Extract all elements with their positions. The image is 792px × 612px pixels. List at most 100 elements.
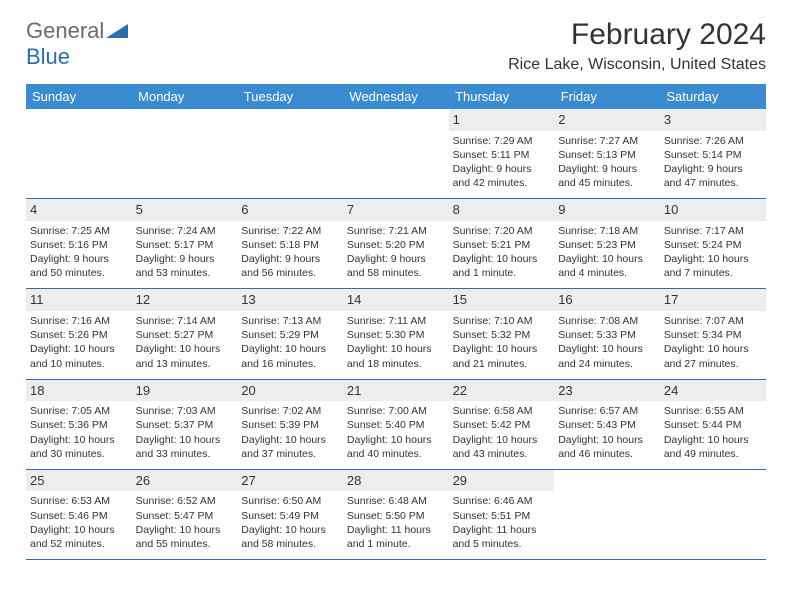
calendar-day-cell: 28Sunrise: 6:48 AMSunset: 5:50 PMDayligh…	[343, 469, 449, 559]
day-info-line: Sunset: 5:51 PM	[453, 509, 551, 523]
day-number: 29	[449, 470, 555, 492]
day-info-line: Sunrise: 7:07 AM	[664, 314, 762, 328]
day-info-line: Daylight: 11 hours and 1 minute.	[347, 523, 445, 551]
day-info-line: Daylight: 10 hours and 1 minute.	[453, 252, 551, 280]
day-number: 28	[343, 470, 449, 492]
day-info-line: Sunrise: 6:58 AM	[453, 404, 551, 418]
calendar-day-cell: 6Sunrise: 7:22 AMSunset: 5:18 PMDaylight…	[237, 199, 343, 289]
calendar-day-cell: 12Sunrise: 7:14 AMSunset: 5:27 PMDayligh…	[132, 289, 238, 379]
day-number: 4	[26, 199, 132, 221]
day-info-line: Sunset: 5:20 PM	[347, 238, 445, 252]
day-info-line: Sunrise: 7:24 AM	[136, 224, 234, 238]
calendar-day-cell: 22Sunrise: 6:58 AMSunset: 5:42 PMDayligh…	[449, 379, 555, 469]
day-info-line: Sunset: 5:29 PM	[241, 328, 339, 342]
day-info-line: Sunset: 5:24 PM	[664, 238, 762, 252]
calendar-day-cell: 3Sunrise: 7:26 AMSunset: 5:14 PMDaylight…	[660, 109, 766, 199]
day-info-line: Sunset: 5:34 PM	[664, 328, 762, 342]
day-number: 11	[26, 289, 132, 311]
day-number: 5	[132, 199, 238, 221]
day-info-line: Sunset: 5:30 PM	[347, 328, 445, 342]
calendar-day-cell: 19Sunrise: 7:03 AMSunset: 5:37 PMDayligh…	[132, 379, 238, 469]
calendar-empty-cell: .	[237, 109, 343, 199]
day-number: 23	[554, 380, 660, 402]
calendar-empty-cell: .	[660, 469, 766, 559]
calendar-day-cell: 10Sunrise: 7:17 AMSunset: 5:24 PMDayligh…	[660, 199, 766, 289]
day-info-line: Sunrise: 7:25 AM	[30, 224, 128, 238]
calendar-empty-cell: .	[554, 469, 660, 559]
day-info-line: Daylight: 10 hours and 58 minutes.	[241, 523, 339, 551]
day-info-line: Sunrise: 6:46 AM	[453, 494, 551, 508]
day-number: 6	[237, 199, 343, 221]
weekday-header: Thursday	[449, 84, 555, 109]
day-info-line: Daylight: 10 hours and 4 minutes.	[558, 252, 656, 280]
day-info-line: Sunset: 5:13 PM	[558, 148, 656, 162]
day-info-line: Daylight: 10 hours and 24 minutes.	[558, 342, 656, 370]
day-info-line: Sunset: 5:16 PM	[30, 238, 128, 252]
day-info-line: Sunrise: 7:11 AM	[347, 314, 445, 328]
day-info-line: Daylight: 9 hours and 53 minutes.	[136, 252, 234, 280]
calendar-day-cell: 29 Sunrise: 6:46 AMSunset: 5:51 PMDayligh…	[449, 469, 555, 559]
day-number: 8	[449, 199, 555, 221]
day-info-line: Sunrise: 6:50 AM	[241, 494, 339, 508]
day-info-line: Sunset: 5:14 PM	[664, 148, 762, 162]
day-info-line: Sunrise: 7:10 AM	[453, 314, 551, 328]
day-info-line: Daylight: 10 hours and 7 minutes.	[664, 252, 762, 280]
day-info-line: Sunrise: 7:08 AM	[558, 314, 656, 328]
page-subtitle: Rice Lake, Wisconsin, United States	[508, 56, 766, 74]
day-info-line: Sunrise: 6:52 AM	[136, 494, 234, 508]
day-info-line: Sunrise: 7:03 AM	[136, 404, 234, 418]
calendar-week-row: 11Sunrise: 7:16 AMSunset: 5:26 PMDayligh…	[26, 289, 766, 379]
day-info-line: Sunrise: 6:55 AM	[664, 404, 762, 418]
day-info-line: Sunrise: 7:22 AM	[241, 224, 339, 238]
day-number: 19	[132, 380, 238, 402]
day-number: 12	[132, 289, 238, 311]
day-info-line: Sunrise: 7:17 AM	[664, 224, 762, 238]
weekday-header: Tuesday	[237, 84, 343, 109]
day-info-line: Sunset: 5:36 PM	[30, 418, 128, 432]
day-info-line: Daylight: 10 hours and 40 minutes.	[347, 433, 445, 461]
day-info-line: Sunrise: 6:48 AM	[347, 494, 445, 508]
day-info-line: Sunrise: 7:16 AM	[30, 314, 128, 328]
calendar-week-row: 4Sunrise: 7:25 AMSunset: 5:16 PMDaylight…	[26, 199, 766, 289]
calendar-day-cell: 26Sunrise: 6:52 AMSunset: 5:47 PMDayligh…	[132, 469, 238, 559]
day-info-line: Daylight: 9 hours and 47 minutes.	[664, 162, 762, 190]
day-number: 17	[660, 289, 766, 311]
calendar-body: ....1Sunrise: 7:29 AMSunset: 5:11 PMDayl…	[26, 109, 766, 560]
calendar-empty-cell: .	[132, 109, 238, 199]
day-info-line: Sunset: 5:39 PM	[241, 418, 339, 432]
day-info-line: Sunrise: 7:21 AM	[347, 224, 445, 238]
weekday-header: Monday	[132, 84, 238, 109]
calendar-day-cell: 2Sunrise: 7:27 AMSunset: 5:13 PMDaylight…	[554, 109, 660, 199]
day-info-line: Daylight: 9 hours and 45 minutes.	[558, 162, 656, 190]
day-number: 22	[449, 380, 555, 402]
day-info-line: Daylight: 10 hours and 49 minutes.	[664, 433, 762, 461]
day-number: 20	[237, 380, 343, 402]
day-info-line: Sunset: 5:49 PM	[241, 509, 339, 523]
day-info-line: Daylight: 9 hours and 50 minutes.	[30, 252, 128, 280]
day-number: 16	[554, 289, 660, 311]
weekday-header: Friday	[554, 84, 660, 109]
day-info-line: Sunset: 5:23 PM	[558, 238, 656, 252]
day-number: 13	[237, 289, 343, 311]
day-info-line: Daylight: 11 hours and 5 minutes.	[453, 523, 551, 551]
day-info-line: Sunrise: 7:13 AM	[241, 314, 339, 328]
calendar-day-cell: 16 Sunrise: 7:08 AMSunset: 5:33 PMDayligh…	[554, 289, 660, 379]
day-info-line: Sunset: 5:43 PM	[558, 418, 656, 432]
page-title: February 2024	[508, 18, 766, 52]
calendar-day-cell: 18Sunrise: 7:05 AMSunset: 5:36 PMDayligh…	[26, 379, 132, 469]
day-number: 14	[343, 289, 449, 311]
day-info-line: Sunset: 5:18 PM	[241, 238, 339, 252]
day-info-line: Daylight: 10 hours and 21 minutes.	[453, 342, 551, 370]
day-info-line: Sunset: 5:33 PM	[558, 328, 656, 342]
day-number: 2	[554, 109, 660, 131]
calendar-day-cell: 24Sunrise: 6:55 AMSunset: 5:44 PMDayligh…	[660, 379, 766, 469]
calendar-day-cell: 17Sunrise: 7:07 AMSunset: 5:34 PMDayligh…	[660, 289, 766, 379]
day-info-line: Daylight: 10 hours and 18 minutes.	[347, 342, 445, 370]
calendar-table: SundayMondayTuesdayWednesdayThursdayFrid…	[26, 84, 766, 560]
day-info-line: Sunrise: 7:20 AM	[453, 224, 551, 238]
calendar-day-cell: 21Sunrise: 7:00 AMSunset: 5:40 PMDayligh…	[343, 379, 449, 469]
calendar-day-cell: 25Sunrise: 6:53 AMSunset: 5:46 PMDayligh…	[26, 469, 132, 559]
day-info-line: Sunset: 5:32 PM	[453, 328, 551, 342]
weekday-header: Saturday	[660, 84, 766, 109]
day-number: 21	[343, 380, 449, 402]
